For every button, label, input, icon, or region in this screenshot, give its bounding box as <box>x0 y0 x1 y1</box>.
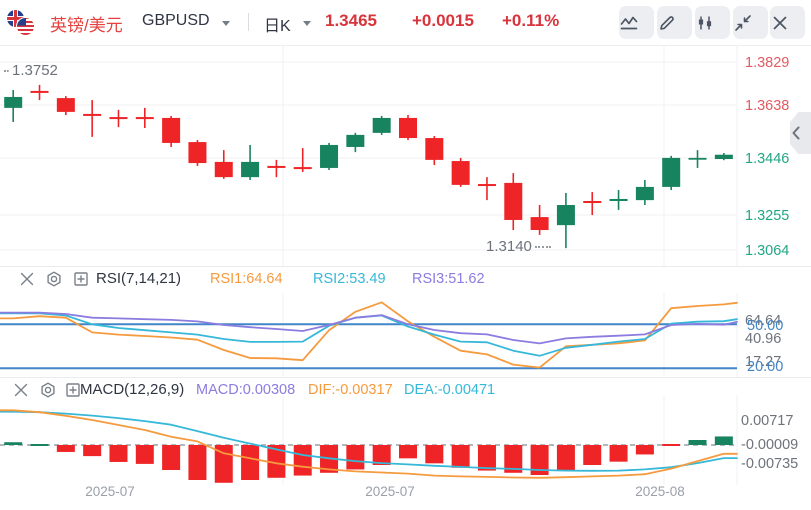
rsi-title: RSI(7,14,21) <box>96 270 182 287</box>
dif-legend: DIF:-0.00317 <box>308 382 393 398</box>
axis-collapse-tab[interactable] <box>790 112 811 154</box>
price-axis-label: 1.3064 <box>745 243 790 259</box>
chart-header: 英镑/美元 GBPUSD 日K 1.3465 +0.0015 +0.11% <box>0 0 811 46</box>
draw-button[interactable] <box>657 6 692 39</box>
macd-axis-label: -0.00735 <box>741 456 799 472</box>
period-dropdown-caret[interactable] <box>303 21 311 30</box>
symbol-dropdown-caret[interactable] <box>222 21 230 30</box>
last-price: 1.3465 <box>325 11 377 30</box>
pane-divider <box>0 266 811 267</box>
price-axis-label: 1.3255 <box>745 208 790 224</box>
macd-pane[interactable] <box>0 395 811 485</box>
dotted-line <box>534 245 551 248</box>
candlestick-pane[interactable] <box>0 45 811 267</box>
candlestick-icon <box>698 16 712 29</box>
close-widget-button[interactable] <box>770 6 805 39</box>
rsi3-legend: RSI3:51.62 <box>412 271 485 287</box>
candle-style-button[interactable] <box>695 6 730 39</box>
rsi-axis-label: 40.96 <box>745 331 782 347</box>
chevron-left-icon <box>792 126 800 140</box>
rsi-axis-label: 50.00 <box>747 318 784 334</box>
high-price-label: 1.3752 <box>12 62 58 79</box>
symbol-label[interactable]: GBPUSD <box>142 12 210 29</box>
date-axis-label: 2025-07 <box>85 484 135 499</box>
date-axis-label: 2025-07 <box>365 484 415 499</box>
dea-legend: DEA:-0.00471 <box>404 382 496 398</box>
header-separator <box>248 13 249 31</box>
settings-icon[interactable] <box>46 271 62 287</box>
collapse-chart-button[interactable] <box>733 6 768 39</box>
line-chart-button[interactable] <box>619 6 654 39</box>
gbpusd-flag-icon <box>7 10 35 36</box>
expand-indicator-icon[interactable] <box>65 382 81 398</box>
pair-name-cn: 英镑/美元 <box>50 16 123 35</box>
dotted-line <box>4 69 9 72</box>
price-axis-label: 1.3829 <box>745 55 790 71</box>
close-icon <box>773 16 787 29</box>
period-selector[interactable]: 日K <box>264 18 291 35</box>
date-axis-label: 2025-08 <box>635 484 685 499</box>
rsi-pane[interactable] <box>0 293 811 378</box>
price-axis-label: 1.3446 <box>745 151 790 167</box>
low-price-label: 1.3140 <box>486 238 532 255</box>
rsi-axis-label: 64.64 <box>745 313 782 329</box>
high-price-marker: 1.3752 <box>4 62 58 79</box>
rsi-axis-label: 20.00 <box>747 359 784 375</box>
candles-group <box>4 84 733 249</box>
price-change: +0.0015 <box>412 11 474 30</box>
close-indicator-icon[interactable] <box>19 271 35 287</box>
rsi1-legend: RSI1:64.64 <box>210 271 283 287</box>
price-axis-label: 1.3638 <box>745 98 790 114</box>
low-price-marker: 1.3140 <box>486 238 551 255</box>
close-indicator-icon[interactable] <box>13 382 29 398</box>
settings-icon[interactable] <box>40 382 56 398</box>
macd-header: MACD(12,26,9) MACD:0.00308 DIF:-0.00317 … <box>0 378 811 404</box>
pencil-icon <box>660 15 674 30</box>
rsi-axis-label: 17.27 <box>745 354 782 370</box>
line-chart-icon <box>620 16 638 29</box>
macd-legend: MACD:0.00308 <box>196 382 296 398</box>
pane-divider <box>0 377 811 378</box>
rsi2-legend: RSI2:53.49 <box>313 271 386 287</box>
collapse-arrows-icon <box>735 14 751 31</box>
rsi-header: RSI(7,14,21) RSI1:64.64 RSI2:53.49 RSI3:… <box>0 267 811 293</box>
macd-title: MACD(12,26,9) <box>80 381 185 398</box>
price-change-percent: +0.11% <box>502 11 560 30</box>
macd-axis-label: 0.00717 <box>741 413 794 429</box>
expand-indicator-icon[interactable] <box>73 271 89 287</box>
macd-axis-label: -0.00009 <box>741 437 799 453</box>
